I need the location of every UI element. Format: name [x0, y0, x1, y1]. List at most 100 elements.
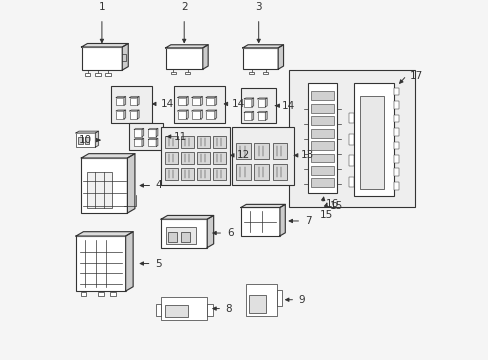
- Bar: [98, 292, 103, 296]
- Bar: [393, 101, 399, 109]
- Polygon shape: [137, 96, 139, 105]
- Polygon shape: [95, 131, 99, 147]
- Bar: [272, 143, 287, 159]
- Polygon shape: [200, 96, 202, 105]
- Polygon shape: [137, 110, 139, 119]
- Polygon shape: [116, 96, 125, 98]
- FancyBboxPatch shape: [177, 98, 186, 105]
- Bar: [254, 143, 268, 159]
- Bar: [129, 123, 163, 150]
- Polygon shape: [123, 96, 125, 105]
- Bar: [185, 72, 190, 74]
- FancyBboxPatch shape: [76, 133, 95, 147]
- Polygon shape: [156, 129, 158, 136]
- Text: 1: 1: [99, 3, 105, 12]
- Bar: [161, 127, 230, 185]
- Bar: [232, 127, 294, 185]
- Bar: [164, 152, 178, 164]
- Polygon shape: [161, 216, 213, 219]
- FancyBboxPatch shape: [177, 111, 186, 119]
- Bar: [79, 136, 82, 144]
- Polygon shape: [123, 110, 125, 119]
- Bar: [196, 152, 210, 164]
- Bar: [246, 284, 276, 316]
- Bar: [161, 297, 207, 320]
- Text: 2: 2: [181, 3, 187, 12]
- Bar: [310, 141, 333, 150]
- Polygon shape: [76, 232, 133, 236]
- Bar: [348, 156, 353, 166]
- Bar: [308, 83, 336, 193]
- Bar: [276, 290, 282, 306]
- Text: 7: 7: [304, 216, 311, 226]
- FancyBboxPatch shape: [116, 98, 123, 105]
- Polygon shape: [241, 204, 285, 207]
- Text: 5: 5: [155, 258, 162, 269]
- Bar: [310, 166, 333, 175]
- Text: 14: 14: [281, 101, 294, 111]
- Polygon shape: [265, 112, 266, 120]
- Bar: [180, 168, 194, 180]
- Polygon shape: [165, 45, 208, 48]
- Bar: [86, 172, 112, 208]
- Polygon shape: [142, 129, 143, 136]
- Text: 17: 17: [409, 71, 423, 81]
- Polygon shape: [214, 96, 216, 105]
- Bar: [166, 227, 196, 244]
- Bar: [207, 304, 212, 316]
- Bar: [241, 88, 276, 123]
- Polygon shape: [251, 98, 253, 107]
- FancyBboxPatch shape: [205, 111, 214, 119]
- Polygon shape: [129, 110, 139, 111]
- FancyBboxPatch shape: [257, 99, 265, 107]
- Bar: [272, 164, 287, 180]
- Polygon shape: [265, 98, 266, 107]
- FancyBboxPatch shape: [161, 219, 207, 248]
- Polygon shape: [81, 154, 135, 158]
- Text: 3: 3: [255, 3, 262, 12]
- FancyBboxPatch shape: [165, 48, 203, 69]
- Bar: [393, 155, 399, 163]
- FancyBboxPatch shape: [257, 112, 265, 120]
- FancyBboxPatch shape: [134, 139, 142, 147]
- Bar: [235, 143, 250, 159]
- Bar: [310, 154, 333, 162]
- FancyBboxPatch shape: [148, 139, 156, 147]
- Polygon shape: [278, 45, 283, 69]
- Bar: [180, 152, 194, 164]
- Bar: [170, 72, 175, 74]
- FancyBboxPatch shape: [148, 130, 156, 136]
- FancyBboxPatch shape: [244, 99, 251, 107]
- FancyBboxPatch shape: [129, 111, 137, 119]
- Bar: [263, 72, 268, 74]
- Polygon shape: [76, 131, 99, 133]
- Polygon shape: [134, 138, 143, 139]
- Polygon shape: [205, 110, 216, 111]
- Bar: [353, 83, 393, 196]
- Bar: [180, 231, 189, 242]
- Bar: [111, 86, 152, 123]
- FancyBboxPatch shape: [205, 98, 214, 105]
- Polygon shape: [156, 138, 158, 147]
- Bar: [212, 168, 225, 180]
- Polygon shape: [127, 154, 135, 213]
- Bar: [196, 136, 210, 148]
- Polygon shape: [125, 232, 133, 291]
- FancyBboxPatch shape: [241, 207, 280, 236]
- Bar: [81, 292, 86, 296]
- Bar: [310, 129, 333, 138]
- FancyBboxPatch shape: [116, 111, 123, 119]
- Text: 16: 16: [325, 199, 339, 209]
- Text: 10: 10: [79, 135, 92, 145]
- Polygon shape: [148, 138, 158, 139]
- FancyBboxPatch shape: [81, 47, 122, 70]
- Polygon shape: [116, 110, 125, 111]
- Bar: [164, 305, 187, 317]
- Polygon shape: [81, 44, 128, 47]
- Polygon shape: [177, 96, 188, 98]
- Text: 13: 13: [301, 150, 314, 160]
- Bar: [393, 168, 399, 176]
- Bar: [288, 70, 414, 207]
- Bar: [393, 114, 399, 122]
- Text: 4: 4: [156, 180, 162, 190]
